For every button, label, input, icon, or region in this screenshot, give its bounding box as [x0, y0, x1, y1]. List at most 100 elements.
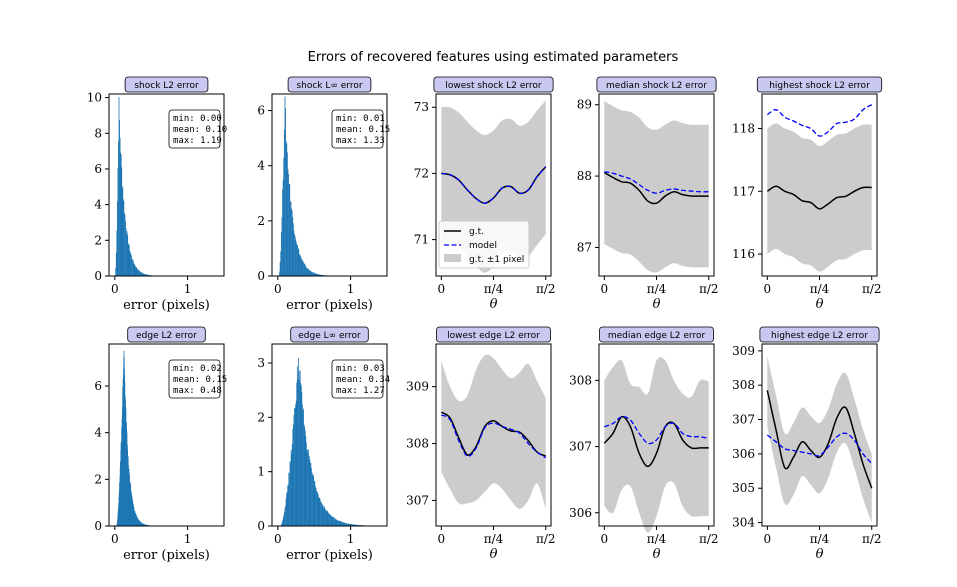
histogram-bar — [303, 408, 304, 526]
histogram-bar — [135, 267, 137, 276]
histogram-bar — [301, 259, 303, 276]
histogram-bar — [287, 485, 289, 526]
histogram-bar — [314, 486, 316, 526]
histogram-bar — [132, 260, 133, 276]
axes-frame — [271, 93, 388, 277]
histogram-bar — [318, 274, 320, 276]
subplot-title-box — [436, 326, 551, 343]
histogram-bar — [340, 521, 342, 526]
histogram-bar — [123, 200, 125, 276]
histogram-bar — [290, 450, 292, 526]
histogram-bar — [279, 262, 281, 276]
stat-max: max: 0.48 — [173, 386, 222, 396]
subplot-3: 71 72 73 0 π/4 π/2 θ g.t. model g.t. ±1 pixel lowe… — [414, 76, 556, 312]
histogram-bar — [342, 522, 343, 526]
histogram-bar — [333, 517, 335, 526]
histogram-bar — [356, 524, 358, 526]
histogram-bar — [303, 262, 304, 276]
histogram-bar — [311, 472, 313, 526]
histogram-bar — [297, 248, 299, 276]
subplot-title-box — [596, 76, 717, 93]
histogram-bar — [138, 269, 139, 276]
histogram-bar — [127, 243, 129, 276]
histogram-bar — [344, 522, 346, 526]
y-tick-label: 306 — [732, 447, 755, 461]
stats-box-frame — [331, 109, 384, 149]
y-tick-label: 306 — [569, 506, 592, 520]
x-tick-label: 0 — [111, 282, 119, 296]
histogram-bar — [280, 232, 282, 276]
histogram-bar — [336, 520, 338, 526]
histogram-bar — [307, 453, 309, 526]
histogram-bar — [116, 230, 118, 276]
y-tick-label: 4 — [94, 198, 102, 212]
y-tick-label: 2 — [257, 214, 265, 228]
histogram-bar — [323, 508, 325, 526]
histogram-bar — [319, 274, 321, 276]
histogram-bar — [290, 463, 291, 526]
subplot-title-box — [756, 76, 883, 93]
y-tick-label: 2 — [94, 472, 102, 486]
axes-frame — [271, 343, 388, 527]
histogram-bar — [145, 274, 147, 276]
histogram-bar — [307, 449, 308, 526]
histogram-bar — [288, 173, 289, 276]
histogram-bar — [307, 268, 309, 276]
histogram-bar — [320, 502, 322, 526]
subplot-title-box — [290, 326, 369, 343]
histogram-bar — [288, 184, 290, 276]
subplot-title: median shock L2 error — [606, 81, 707, 91]
histogram-bar — [126, 233, 127, 276]
histogram-bar — [287, 484, 289, 526]
histogram-bar — [334, 518, 336, 526]
histogram-bar — [285, 141, 287, 276]
histogram-bar — [145, 274, 146, 276]
stats-box-frame — [331, 359, 384, 399]
histogram-bar — [309, 270, 311, 276]
histogram-bar — [285, 498, 287, 526]
histogram-bar — [141, 272, 143, 276]
gt-band — [767, 123, 872, 272]
y-tick-label: 0 — [257, 269, 265, 283]
histogram-bar — [304, 265, 306, 276]
histogram-bar — [316, 490, 317, 526]
histogram-bar — [292, 217, 294, 276]
histogram-bar — [320, 274, 322, 276]
histogram-bar — [352, 524, 354, 526]
histogram-bar — [282, 517, 284, 526]
histogram-bar — [306, 449, 308, 526]
histogram-bar — [304, 430, 306, 526]
x-tick-label: 0 — [437, 532, 445, 546]
histogram-bar — [308, 269, 310, 276]
histogram-bar — [307, 268, 309, 276]
histogram-bar — [298, 249, 300, 276]
histogram-bar — [127, 235, 129, 276]
y-tick-label: 1 — [257, 465, 265, 479]
axes-frame — [598, 343, 715, 527]
gt-line — [766, 185, 872, 210]
histogram-bar — [134, 265, 136, 276]
histogram-bar — [137, 269, 139, 276]
histogram-bar — [124, 214, 126, 276]
histogram-bar — [285, 505, 286, 526]
histogram-bar — [134, 264, 136, 276]
y-tick-label: 4 — [257, 159, 265, 173]
histogram-bar — [308, 459, 310, 526]
histogram-bar — [325, 510, 327, 526]
histogram-bar — [305, 442, 307, 526]
histogram-bar — [304, 426, 306, 526]
histogram-bar — [283, 129, 285, 276]
histogram-bar — [321, 274, 323, 276]
histogram-bar — [325, 509, 326, 526]
histogram-bar — [350, 523, 352, 526]
histogram-bar — [298, 358, 299, 526]
x-axis-label: θ — [490, 297, 498, 312]
histogram-bar — [282, 520, 284, 526]
histogram-bar — [139, 270, 140, 276]
y-tick-label: 117 — [732, 184, 755, 198]
x-axis-label: θ — [816, 297, 824, 312]
histogram-bar — [314, 480, 316, 526]
histogram-bar — [316, 491, 318, 526]
stat-mean: mean: 0.10 — [173, 125, 227, 135]
